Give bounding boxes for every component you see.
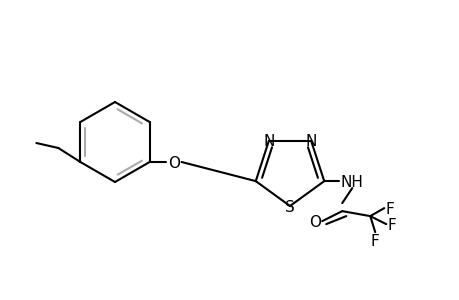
Text: O: O [167, 156, 179, 171]
Text: N: N [305, 134, 316, 149]
Text: S: S [285, 200, 294, 215]
Text: F: F [370, 234, 379, 249]
Text: F: F [387, 218, 396, 233]
Text: N: N [263, 134, 274, 149]
Text: F: F [385, 202, 394, 217]
Text: O: O [308, 215, 320, 230]
Text: NH: NH [340, 175, 363, 190]
